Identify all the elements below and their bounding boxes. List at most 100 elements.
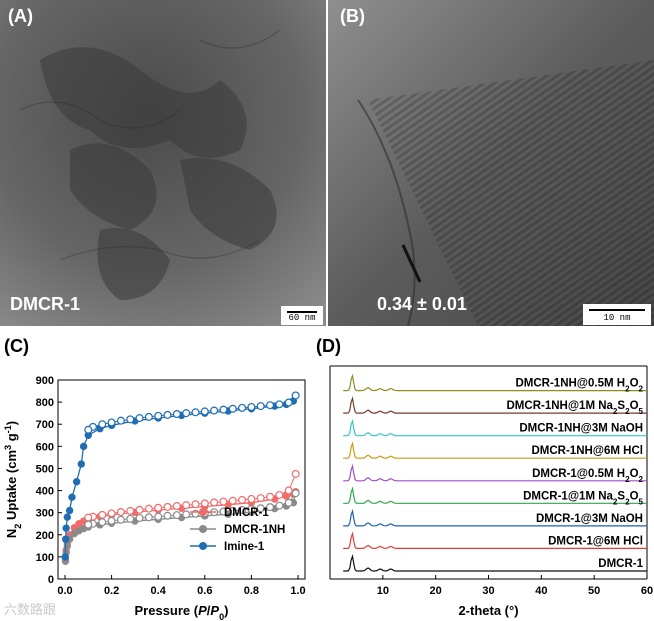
desorption-point: [228, 404, 237, 413]
desorption-point: [291, 391, 300, 400]
scale-bar-label-b: 10 nm: [603, 313, 631, 323]
pattern-line: [343, 553, 647, 572]
y-tick-label: 600: [36, 441, 54, 453]
pattern-label: DMCR-1NH@3M NaOH: [519, 423, 643, 435]
tem-image-a: [0, 0, 326, 326]
desorption-point: [135, 513, 144, 522]
desorption-point: [238, 495, 247, 504]
desorption-point: [116, 416, 125, 425]
desorption-point: [154, 411, 163, 420]
x-axis-title: 2-theta (°): [458, 603, 518, 618]
desorption-point: [116, 515, 125, 524]
pattern-0: [343, 553, 647, 572]
tem-texture-b: [328, 0, 654, 326]
desorption-point: [182, 510, 191, 519]
desorption-point: [228, 506, 237, 515]
panel-label-b: (B): [340, 6, 365, 26]
desorption-point: [126, 415, 135, 424]
desorption-point: [219, 497, 228, 506]
series-dmcr-1: [61, 469, 300, 563]
desorption-point: [98, 510, 107, 519]
desorption-point: [135, 505, 144, 514]
pattern-1: [343, 531, 647, 550]
pattern-line: [343, 531, 647, 550]
desorption-point: [107, 516, 116, 525]
desorption-point: [163, 511, 172, 520]
desorption-point: [200, 499, 209, 508]
desorption-point: [84, 520, 93, 529]
desorption-point: [275, 400, 284, 409]
pxrd-chart: 10 20 30 40 50 60 2-theta (°) DMCR-1 DMCR-1@6M H…: [329, 365, 653, 618]
legend-label: DMCR-1: [224, 507, 269, 519]
desorption-point: [172, 410, 181, 419]
legend-label: Imine-1: [224, 541, 265, 553]
x-tick-label: 20: [430, 585, 442, 597]
y-tick-label: 700: [36, 419, 54, 431]
desorption-point: [219, 405, 228, 414]
desorption-point: [256, 402, 265, 411]
desorption-point: [247, 402, 256, 411]
pattern-label: DMCR-1@3M NaOH: [536, 513, 643, 525]
x-tick-label: 30: [482, 585, 494, 597]
scale-bar-line-b: [589, 309, 645, 311]
pattern-4: [343, 463, 647, 482]
desorption-point: [144, 504, 153, 513]
desorption-point: [154, 512, 163, 521]
adsorption-point: [63, 513, 72, 521]
pattern-label: DMCR-1NH@1M Na2S2O5: [507, 400, 644, 416]
y-tick-label: 500: [36, 463, 54, 475]
x-tick-label: 10: [377, 585, 389, 597]
y-tick-label: 800: [36, 397, 54, 409]
pattern-5: [343, 441, 647, 459]
x-tick-label: 1.0: [290, 585, 305, 597]
desorption-point: [191, 408, 200, 417]
desorption-point: [219, 507, 228, 516]
tem-image-b: [328, 0, 654, 326]
legend-label: DMCR-1NH: [224, 524, 285, 536]
x-tick-label: 0.0: [57, 585, 72, 597]
desorption-point: [144, 513, 153, 522]
pattern-line: [343, 508, 647, 527]
desorption-point: [172, 502, 181, 511]
desorption-point: [107, 418, 116, 427]
y-tick-label: 400: [36, 486, 54, 498]
pattern-3: [343, 486, 647, 504]
pattern-label: DMCR-1@6M HCl: [548, 535, 643, 547]
pattern-label: DMCR-1: [598, 558, 643, 570]
adsorption-point: [61, 553, 69, 561]
desorption-point: [84, 513, 93, 522]
desorption-point: [200, 407, 209, 416]
desorption-point: [126, 514, 135, 523]
desorption-point: [84, 425, 93, 434]
desorption-point: [210, 498, 219, 507]
desorption-point: [291, 489, 300, 498]
adsorption-point: [61, 535, 70, 543]
x-tick-label: 0.2: [104, 585, 119, 597]
x-tick-label: 50: [588, 585, 600, 597]
desorption-point: [154, 503, 163, 512]
pattern-line: [343, 441, 647, 459]
adsorption-point: [79, 442, 88, 451]
pattern-line: [343, 418, 647, 437]
desorption-point: [98, 518, 107, 527]
desorption-point: [275, 490, 284, 499]
watermark: 六数路跟: [4, 603, 57, 618]
desorption-point: [256, 504, 265, 513]
adsorption-point: [77, 460, 86, 468]
x-tick-label: 40: [535, 585, 547, 597]
desorption-point: [107, 509, 116, 518]
desorption-point: [284, 398, 293, 407]
desorption-point: [228, 496, 237, 505]
adsorption-point: [68, 493, 76, 501]
sample-label-a: DMCR-1: [10, 294, 80, 314]
desorption-point: [98, 420, 107, 429]
x-tick-label: 0.8: [244, 585, 259, 597]
adsorption-point: [65, 506, 74, 515]
pattern-label: DMCR-1@1M Na2S2O5: [523, 490, 643, 506]
desorption-point: [163, 502, 172, 511]
x-axis-title: Pressure (P/P0): [135, 603, 229, 621]
x-tick-label: 0.4: [151, 585, 167, 597]
desorption-point: [266, 492, 275, 501]
isotherm-chart: 0 100 200 300 400 500 600 700 800 900 0.0 0.2 0.4 0.6…: [3, 375, 306, 621]
desorption-point: [191, 500, 200, 509]
